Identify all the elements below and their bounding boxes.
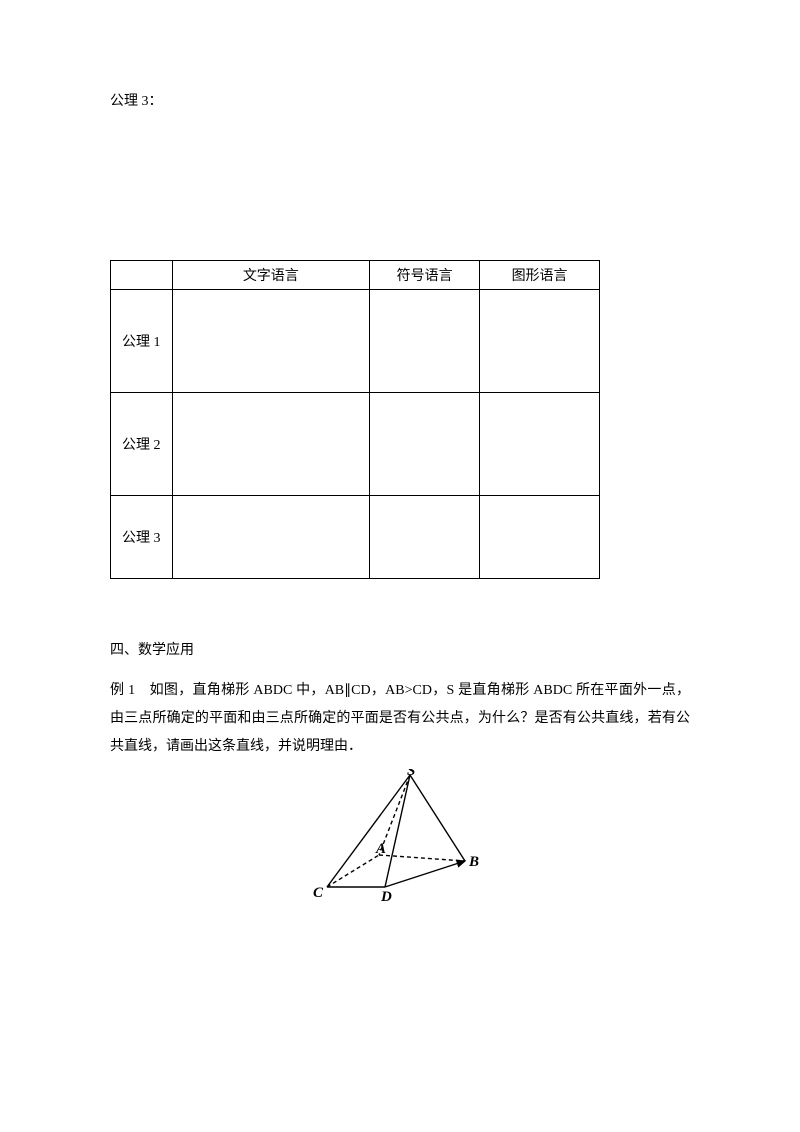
table-header-row: 文字语言 符号语言 图形语言 bbox=[111, 261, 600, 290]
header-graphic-lang: 图形语言 bbox=[480, 261, 600, 290]
axiom-table: 文字语言 符号语言 图形语言 公理 1 公理 2 公理 3 bbox=[110, 260, 600, 579]
cell bbox=[172, 290, 369, 393]
cell bbox=[480, 290, 600, 393]
cell bbox=[172, 496, 369, 579]
row-label-2: 公理 2 bbox=[111, 393, 173, 496]
cell bbox=[370, 290, 480, 393]
cell bbox=[480, 496, 600, 579]
svg-text:D: D bbox=[380, 889, 392, 905]
example-text: 如图，直角梯形 ABDC 中，AB∥CD，AB>CD，S 是直角梯形 ABDC … bbox=[110, 683, 690, 754]
axiom-3-label: 公理 3： bbox=[110, 90, 690, 110]
pyramid-diagram: S A B C D bbox=[110, 769, 690, 914]
svg-text:C: C bbox=[313, 885, 324, 901]
cell bbox=[480, 393, 600, 496]
row-label-1: 公理 1 bbox=[111, 290, 173, 393]
table-row: 公理 3 bbox=[111, 496, 600, 579]
header-symbol-lang: 符号语言 bbox=[370, 261, 480, 290]
table-row: 公理 2 bbox=[111, 393, 600, 496]
svg-text:S: S bbox=[407, 769, 415, 779]
example-1: 例 1 如图，直角梯形 ABDC 中，AB∥CD，AB>CD，S 是直角梯形 A… bbox=[110, 677, 690, 761]
example-label: 例 1 bbox=[110, 683, 135, 698]
header-text-lang: 文字语言 bbox=[172, 261, 369, 290]
cell bbox=[370, 496, 480, 579]
row-label-3: 公理 3 bbox=[111, 496, 173, 579]
cell bbox=[370, 393, 480, 496]
cell bbox=[172, 393, 369, 496]
section-4-title: 四、数学应用 bbox=[110, 639, 690, 659]
table-row: 公理 1 bbox=[111, 290, 600, 393]
svg-text:A: A bbox=[375, 841, 386, 857]
svg-text:B: B bbox=[468, 854, 479, 870]
header-blank bbox=[111, 261, 173, 290]
